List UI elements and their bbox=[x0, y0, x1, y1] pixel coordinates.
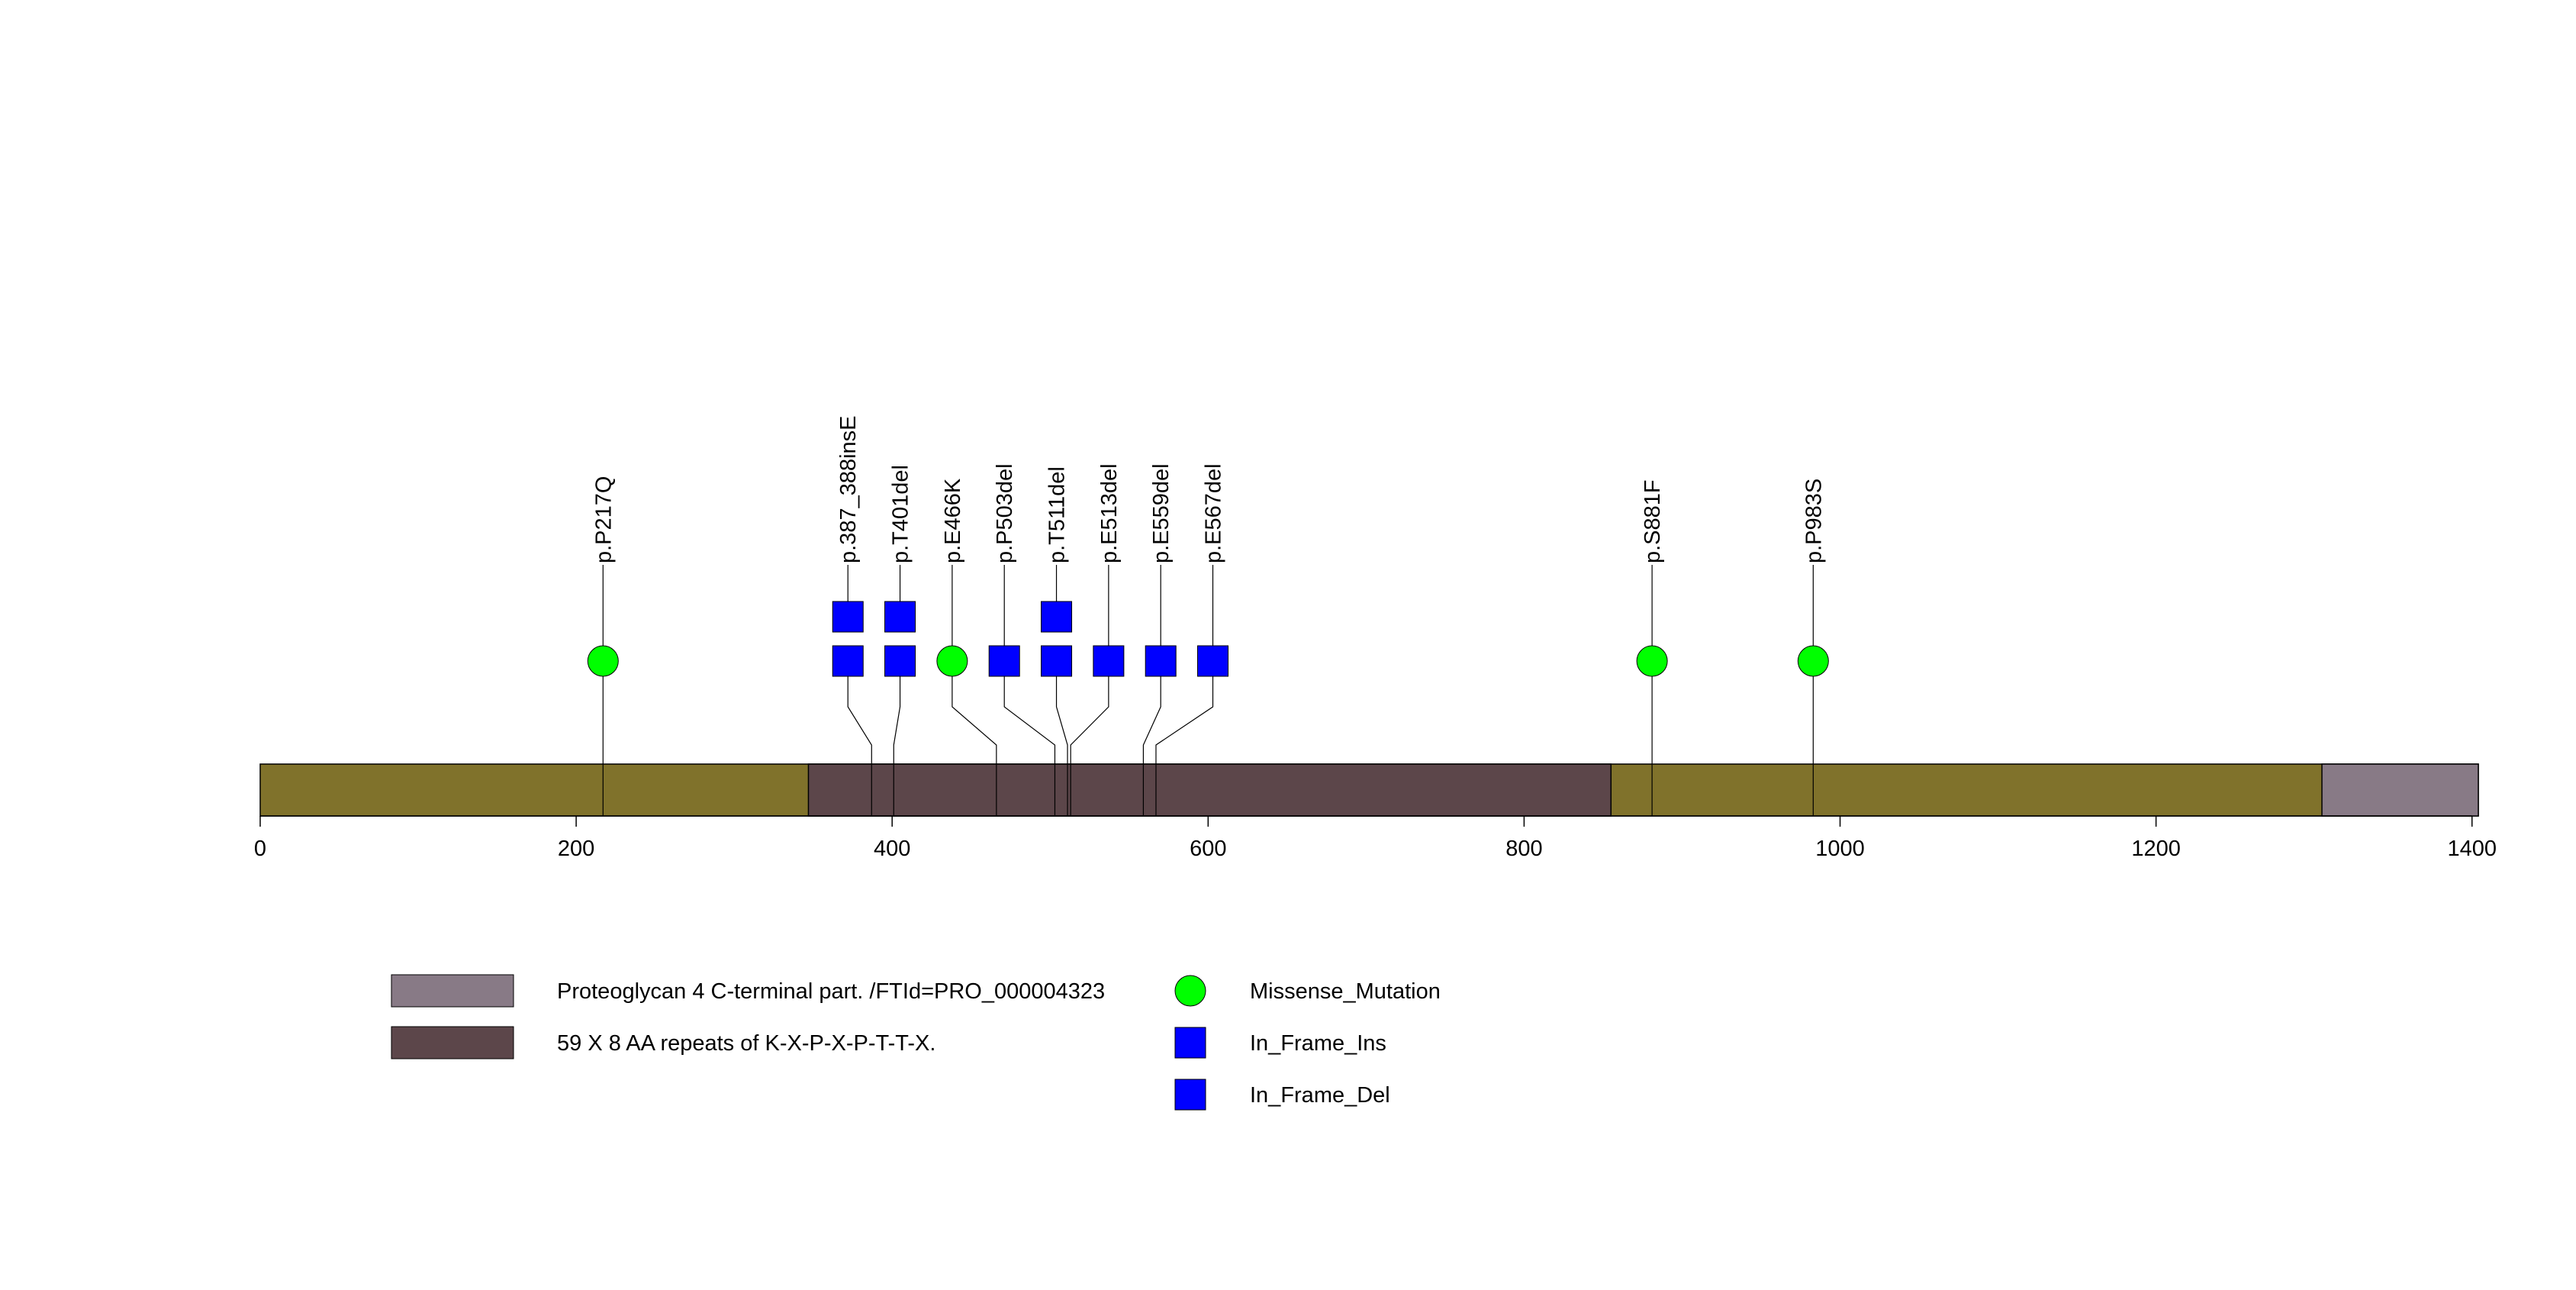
mutation-label-4: p.P503del bbox=[993, 463, 1017, 563]
mutation-connector-7 bbox=[1142, 676, 1161, 816]
legend-mutation-label-2: In_Frame_Del bbox=[1250, 1083, 1390, 1108]
mutation-label-6: p.E513del bbox=[1097, 463, 1122, 563]
domain-0 bbox=[807, 763, 1612, 817]
legend-domain-label-1: 59 X 8 AA repeats of K-X-P-X-P-T-T-X. bbox=[557, 1031, 935, 1056]
legend-ins-icon bbox=[1174, 1027, 1206, 1059]
domain-layer bbox=[259, 763, 2479, 817]
mutation-layer: p.P217Q p.387_388insE p.T401del p.E466K p.P5… bbox=[587, 416, 1829, 816]
inframe-del-marker-6-0 bbox=[1093, 645, 1125, 677]
mutation-connector-8 bbox=[1155, 676, 1214, 816]
mutation-connector-6 bbox=[1070, 676, 1109, 816]
domain-1 bbox=[2321, 763, 2479, 817]
inframe-ins-marker-1-0 bbox=[832, 645, 864, 677]
legend-missense-icon bbox=[1174, 975, 1206, 1007]
mutation-label-1: p.387_388insE bbox=[836, 416, 861, 564]
inframe-ins-marker-1-1 bbox=[832, 601, 864, 633]
mutation-label-2: p.T401del bbox=[889, 465, 913, 563]
x-tick-label-0: 0 bbox=[254, 837, 266, 861]
missense-marker-3-0 bbox=[936, 645, 968, 677]
legend-domain-swatch-1 bbox=[391, 1026, 514, 1059]
inframe-del-marker-2-0 bbox=[884, 645, 916, 677]
mutation-label-9: p.S881F bbox=[1641, 479, 1665, 563]
inframe-del-marker-5-0 bbox=[1041, 645, 1073, 677]
x-tick-label-200: 200 bbox=[558, 837, 594, 861]
x-axis: 0 200 400 600 800 1000 1200 1400 bbox=[254, 815, 2497, 861]
legend-mutation-label-0: Missense_Mutation bbox=[1250, 979, 1441, 1004]
x-tick-label-400: 400 bbox=[874, 837, 910, 861]
legend-del-icon bbox=[1174, 1079, 1206, 1111]
inframe-del-marker-8-0 bbox=[1197, 645, 1229, 677]
x-tick-label-600: 600 bbox=[1190, 837, 1226, 861]
missense-marker-0-0 bbox=[587, 645, 619, 677]
mutation-label-7: p.E559del bbox=[1149, 463, 1174, 563]
x-tick-label-800: 800 bbox=[1505, 837, 1542, 861]
mutation-connector-4 bbox=[1003, 676, 1056, 816]
inframe-del-marker-4-0 bbox=[988, 645, 1020, 677]
inframe-del-marker-7-0 bbox=[1145, 645, 1177, 677]
inframe-del-marker-5-1 bbox=[1041, 601, 1073, 633]
legend-mutation-label-1: In_Frame_Ins bbox=[1250, 1031, 1386, 1056]
x-tick-label-1000: 1000 bbox=[1815, 837, 1865, 861]
missense-marker-9-0 bbox=[1636, 645, 1668, 677]
mutation-connector-3 bbox=[952, 676, 997, 816]
legend: Proteoglycan 4 C-terminal part. /FTId=PR… bbox=[391, 974, 1441, 1111]
mutation-label-8: p.E567del bbox=[1202, 463, 1226, 563]
inframe-del-marker-2-1 bbox=[884, 601, 916, 633]
legend-domain-swatch-0 bbox=[391, 974, 514, 1008]
mutation-label-5: p.T511del bbox=[1045, 466, 1070, 563]
mutation-connector-1 bbox=[847, 676, 872, 816]
x-tick-label-1200: 1200 bbox=[2131, 837, 2181, 861]
mutation-label-10: p.P983S bbox=[1802, 479, 1826, 563]
legend-domain-label-0: Proteoglycan 4 C-terminal part. /FTId=PR… bbox=[557, 979, 1105, 1004]
mutation-connector-5 bbox=[1055, 676, 1068, 816]
missense-marker-10-0 bbox=[1797, 645, 1829, 677]
mutation-connector-2 bbox=[893, 676, 901, 816]
mutation-label-0: p.P217Q bbox=[591, 476, 616, 563]
x-tick-label-1400: 1400 bbox=[2447, 837, 2497, 861]
mutation-label-3: p.E466K bbox=[941, 478, 965, 563]
